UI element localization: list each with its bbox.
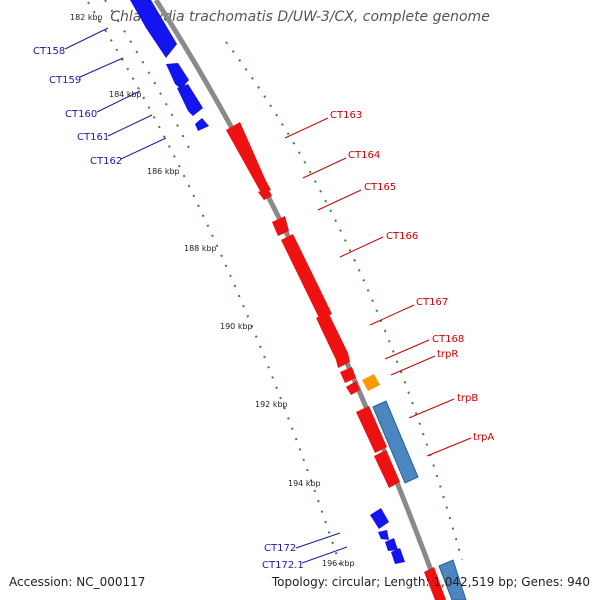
genome-backbone [153, 0, 445, 600]
gene-label-ct159[interactable]: CT159 [49, 75, 81, 86]
gene-feature[interactable] [356, 406, 387, 453]
gene-feature[interactable] [316, 312, 350, 368]
reverse-gene-label-text: CT158 CT159 CT160 CT161 CT162 CT172 CT17… [33, 46, 304, 571]
gene-label-trpr[interactable]: trpR [437, 349, 458, 360]
gene-label-ct172-1[interactable]: CT172.1 [262, 560, 304, 571]
genome-summary-text: Topology: circular; Length: 1,042,519 bp… [271, 575, 590, 589]
gene-feature[interactable] [258, 188, 272, 200]
gene-label-ct172[interactable]: CT172 [264, 543, 296, 554]
gene-feature[interactable] [438, 559, 467, 600]
gene-feature[interactable] [370, 508, 389, 529]
scale-label: 184 kbp [109, 90, 142, 99]
reverse-strand-features [130, 0, 405, 564]
gene-label-ct160[interactable]: CT160 [65, 109, 97, 120]
forward-gene-labels [284, 117, 472, 457]
gene-feature[interactable] [391, 548, 405, 564]
gene-label-ct161[interactable]: CT161 [77, 132, 109, 143]
scale-label: 194 kbp [288, 479, 321, 488]
accession-text: Accession: NC_000117 [9, 575, 146, 589]
gene-feature[interactable] [424, 567, 446, 600]
gene-feature[interactable] [372, 400, 419, 484]
gene-label-trpa[interactable]: trpA [473, 432, 494, 443]
gene-label-ct164[interactable]: CT164 [348, 150, 380, 161]
gene-feature[interactable] [374, 450, 400, 488]
gene-label-ct167[interactable]: CT167 [416, 297, 448, 308]
gene-label-ct158[interactable]: CT158 [33, 46, 65, 57]
gene-feature[interactable] [281, 234, 332, 320]
gene-feature[interactable] [195, 118, 209, 131]
forward-strand-features [226, 122, 467, 600]
gene-feature[interactable] [130, 0, 177, 58]
gene-feature[interactable] [346, 381, 360, 395]
gene-label-ct166[interactable]: CT166 [386, 231, 418, 242]
forward-gene-label-text: CT163 CT164 CT165 CT166 CT167 CT168 trpR… [330, 110, 494, 443]
gene-feature[interactable] [385, 538, 398, 551]
scale-label: 190 kbp [220, 322, 253, 331]
gene-label-ct163[interactable]: CT163 [330, 110, 362, 121]
reverse-gene-labels [64, 27, 348, 564]
gene-feature[interactable] [166, 63, 189, 89]
scale-label: 188 kbp [184, 244, 217, 253]
gene-feature[interactable] [340, 367, 356, 383]
scale-label: 186 kbp [147, 167, 180, 176]
scale-label: 192 kbp [255, 400, 288, 409]
tick-tracks-top [104, 0, 191, 151]
scale-label: 196 kbp [322, 559, 355, 568]
gene-feature[interactable] [272, 216, 289, 236]
gene-feature[interactable] [226, 122, 271, 191]
gene-label-ct165[interactable]: CT165 [364, 182, 396, 193]
gene-feature[interactable] [177, 84, 203, 116]
scale-label: 182 kbp [70, 13, 103, 22]
gene-feature[interactable] [378, 530, 389, 540]
gene-label-ct162[interactable]: CT162 [90, 156, 122, 167]
scale-labels: 182 kbp 184 kbp 186 kbp 188 kbp 190 kbp … [70, 13, 355, 568]
map-title: Chlamydia trachomatis D/UW-3/CX, complet… [110, 9, 490, 25]
gene-label-trpb[interactable]: trpB [457, 393, 478, 404]
gene-feature[interactable] [362, 374, 380, 391]
gene-label-ct168[interactable]: CT168 [432, 334, 464, 345]
